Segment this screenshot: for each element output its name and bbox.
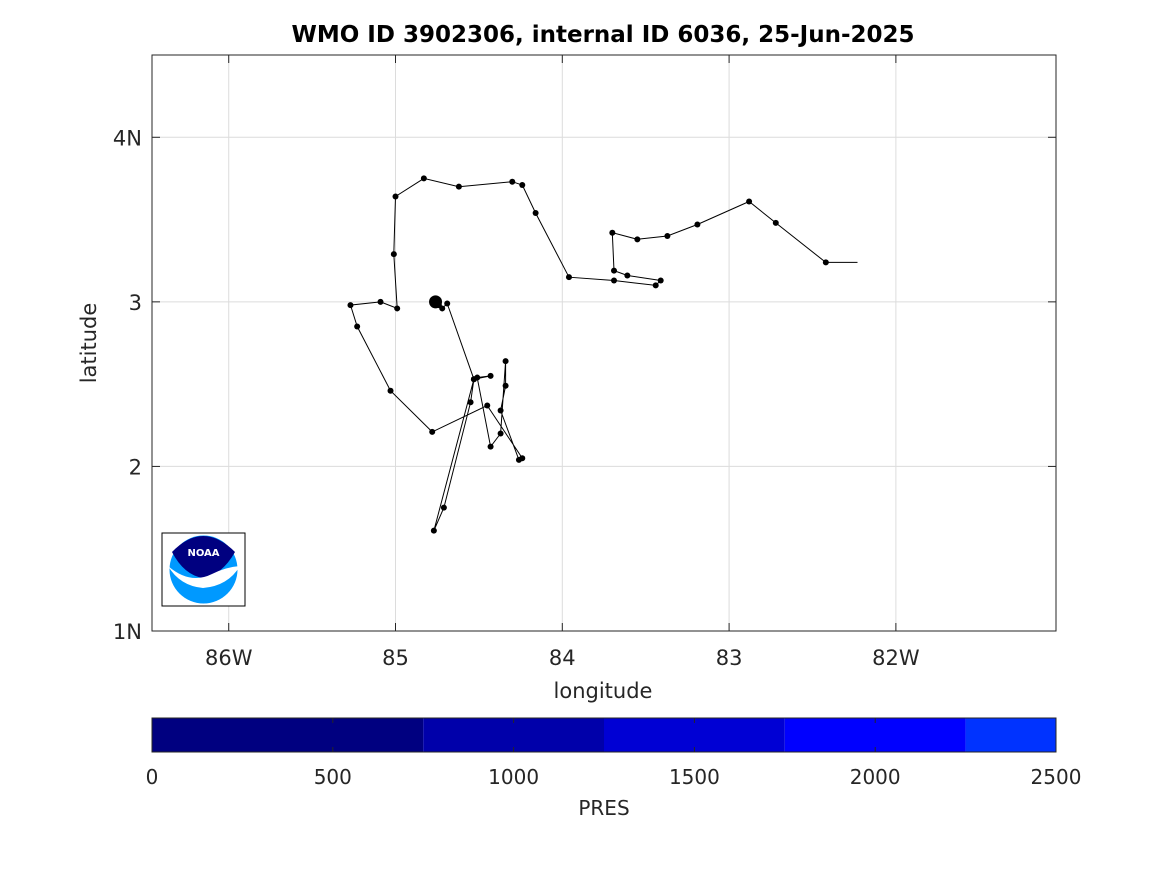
colorbar-tick-label: 2000 — [850, 765, 901, 789]
track-point — [467, 399, 474, 406]
colorbar-bin — [784, 718, 966, 752]
plot-frame — [151, 54, 1057, 632]
y-tick-label: 1N — [113, 620, 142, 644]
colorbar-frame — [151, 717, 1057, 753]
track-point — [497, 430, 504, 437]
track-point — [430, 527, 437, 534]
colorbar-ticks: 0 500 1000 1500 2000 2500 — [146, 718, 1082, 789]
track-point — [611, 267, 618, 274]
track-point — [497, 407, 504, 414]
colorbar-tick-label: 500 — [314, 765, 352, 789]
track-point — [609, 229, 616, 236]
track-point — [634, 236, 641, 243]
track-point — [746, 198, 753, 205]
track-point — [390, 251, 397, 258]
track-point — [664, 233, 671, 240]
track-point — [347, 302, 354, 309]
track-point — [429, 428, 436, 435]
track-point — [440, 504, 447, 511]
track-point — [772, 219, 779, 226]
track-point — [694, 221, 701, 228]
colorbar-tick-label: 1000 — [488, 765, 539, 789]
track-point — [822, 259, 829, 266]
track-points — [347, 175, 829, 534]
colorbar-bin — [965, 718, 1056, 752]
float-track — [349, 177, 858, 531]
colorbar-bin — [152, 718, 424, 752]
track-point — [394, 305, 401, 312]
track-point — [515, 456, 522, 463]
track-point — [657, 277, 664, 284]
track-point — [509, 178, 516, 185]
colorbar-bin — [604, 718, 785, 752]
track-point — [502, 382, 509, 389]
colorbar-tick-label: 2500 — [1031, 765, 1082, 789]
x-tick-label: 86W — [205, 646, 253, 670]
y-axis-label: latitude — [77, 303, 101, 384]
x-axis-ticks: 86W 85 84 83 82W — [205, 55, 920, 670]
track-point — [420, 175, 427, 182]
colorbar-label: PRES — [578, 796, 629, 820]
track-point — [532, 209, 539, 216]
track-line — [349, 177, 858, 531]
track-point — [377, 298, 384, 305]
x-tick-label: 82W — [872, 646, 920, 670]
track-point — [392, 193, 399, 200]
plot-area — [152, 55, 1056, 631]
colorbar-tick-label: 0 — [146, 765, 159, 789]
colorbar — [151, 717, 1057, 753]
x-tick-label: 84 — [549, 646, 576, 670]
track-point — [470, 376, 477, 383]
chart-title: WMO ID 3902306, internal ID 6036, 25-Jun… — [291, 22, 914, 48]
track-point — [354, 323, 361, 330]
final-position-marker — [429, 295, 443, 309]
y-tick-label: 3 — [129, 291, 142, 315]
x-axis-label: longitude — [554, 679, 653, 703]
track-point — [624, 272, 631, 279]
track-point — [611, 277, 618, 284]
track-point — [652, 282, 659, 289]
track-point — [565, 274, 572, 281]
y-tick-label: 2 — [129, 455, 142, 479]
track-point — [519, 182, 526, 189]
y-tick-label: 4N — [113, 126, 142, 150]
colorbar-bin — [423, 718, 604, 752]
colorbar-tick-label: 1500 — [669, 765, 720, 789]
track-point — [487, 443, 494, 450]
x-tick-label: 83 — [716, 646, 743, 670]
y-axis-ticks: 1N 2 3 4N — [113, 126, 1056, 644]
logo-text: NOAA — [187, 548, 219, 559]
track-point — [487, 372, 494, 379]
track-point — [387, 387, 394, 394]
track-point — [455, 183, 462, 190]
track-point — [444, 300, 451, 307]
x-tick-label: 85 — [382, 646, 409, 670]
track-point — [484, 402, 491, 409]
track-point — [502, 358, 509, 365]
noaa-logo-icon: NOAA — [161, 532, 246, 607]
